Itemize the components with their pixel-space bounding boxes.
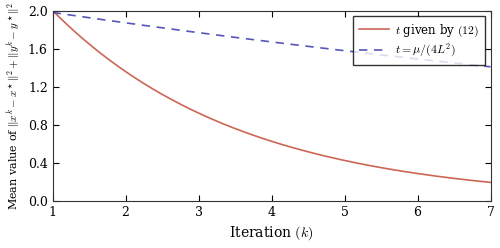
$t$ given by $(12)$	[488, 181, 494, 184]
$t = \mu/(4L^2)$	[488, 65, 494, 68]
$t$ given by $(12)$	[242, 131, 248, 134]
$t = \mu/(4L^2)$	[350, 50, 356, 53]
$t = \mu/(4L^2)$	[226, 35, 232, 38]
$t$ given by $(12)$	[226, 125, 232, 128]
Legend: $t$ given by $(12)$, $t = \mu/(4L^2)$: $t$ given by $(12)$, $t = \mu/(4L^2)$	[354, 16, 484, 65]
$t = \mu/(4L^2)$	[94, 17, 100, 20]
Y-axis label: Mean value of $\|x^k - x^\star\|^2 + \|y^k - y^\star\|^2$: Mean value of $\|x^k - x^\star\|^2 + \|y…	[6, 2, 22, 210]
$t = \mu/(4L^2)$	[242, 37, 248, 40]
Line: $t = \mu/(4L^2)$: $t = \mu/(4L^2)$	[52, 12, 490, 67]
$t = \mu/(4L^2)$	[50, 11, 56, 14]
Line: $t$ given by $(12)$: $t$ given by $(12)$	[52, 11, 490, 182]
X-axis label: Iteration $(k)$: Iteration $(k)$	[230, 225, 314, 243]
$t$ given by $(12)$	[350, 161, 356, 164]
$t = \mu/(4L^2)$	[391, 55, 397, 58]
$t$ given by $(12)$	[50, 9, 56, 12]
$t$ given by $(12)$	[399, 170, 405, 173]
$t$ given by $(12)$	[391, 168, 397, 171]
$t$ given by $(12)$	[94, 49, 100, 52]
$t = \mu/(4L^2)$	[399, 56, 405, 59]
